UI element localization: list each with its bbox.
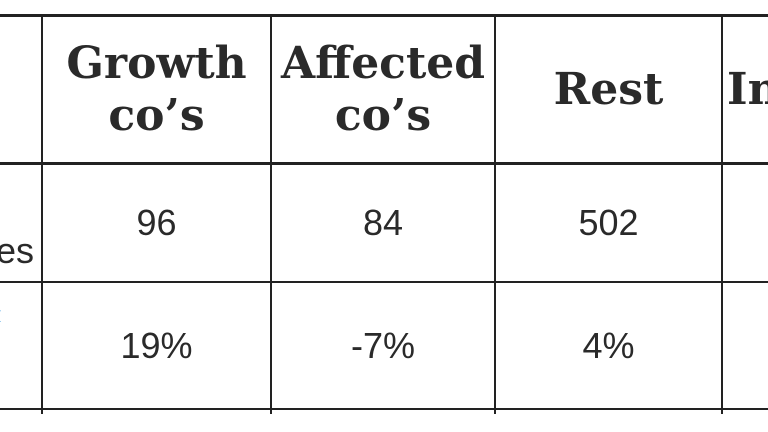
row-2-growth-value: 19% [120,324,193,366]
column-divider-3 [494,14,496,414]
header-rest: Rest [496,17,721,162]
row-2-rest-value: 4% [582,324,635,366]
header-growth-line1: Growth [66,37,247,89]
row-1-label-fragment: es [0,230,35,271]
row-1-affected-value: 84 [362,202,404,243]
header-rest-label: Rest [553,63,664,115]
table-bottom-border [0,408,768,410]
header-growth-line2: co’s [108,89,205,141]
row-divider [0,281,768,283]
table-top-border [0,14,768,17]
row-1-rest-value: 502 [578,202,639,243]
row-1-growth-value: 96 [136,202,177,243]
header-growth-cos: Growth co’s [43,17,270,162]
column-divider-1 [41,14,43,414]
header-in-partial: In [723,17,768,162]
column-divider-4 [721,14,723,414]
row-2-affected-value: -7% [350,324,416,366]
header-affected-line2: co’s [334,89,432,141]
row-2-label-accent-mark: ‹ [0,298,2,332]
header-in-label: In [727,63,768,115]
header-affected-cos: Affected co’s [272,17,494,162]
column-divider-2 [270,14,272,414]
header-affected-line1: Affected [280,37,486,89]
header-divider [0,162,768,165]
